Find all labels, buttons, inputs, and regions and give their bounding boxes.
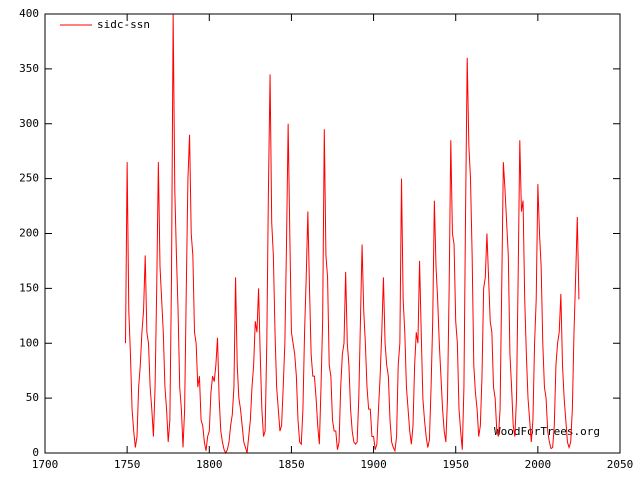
y-tick-label: 300: [19, 117, 39, 130]
x-tick-label: 1850: [278, 458, 305, 471]
x-tick-label: 1750: [114, 458, 141, 471]
y-tick-label: 100: [19, 336, 39, 349]
y-tick-label: 150: [19, 281, 39, 294]
x-tick-label: 1800: [196, 458, 223, 471]
x-tick-label: 1950: [442, 458, 469, 471]
x-tick-label: 1700: [32, 458, 59, 471]
y-tick-label: 250: [19, 172, 39, 185]
y-tick-label: 400: [19, 7, 39, 20]
x-tick-label: 2000: [525, 458, 552, 471]
x-tick-label: 1900: [360, 458, 387, 471]
series-line: [125, 13, 580, 455]
y-tick-label: 50: [26, 391, 39, 404]
x-tick-label: 2050: [607, 458, 634, 471]
y-tick-label: 0: [32, 446, 39, 459]
legend-label: sidc-ssn: [97, 18, 150, 31]
y-tick-label: 350: [19, 62, 39, 75]
watermark: WoodForTrees.org: [494, 425, 600, 438]
plot-border: [44, 13, 621, 454]
y-tick-label: 200: [19, 227, 39, 240]
